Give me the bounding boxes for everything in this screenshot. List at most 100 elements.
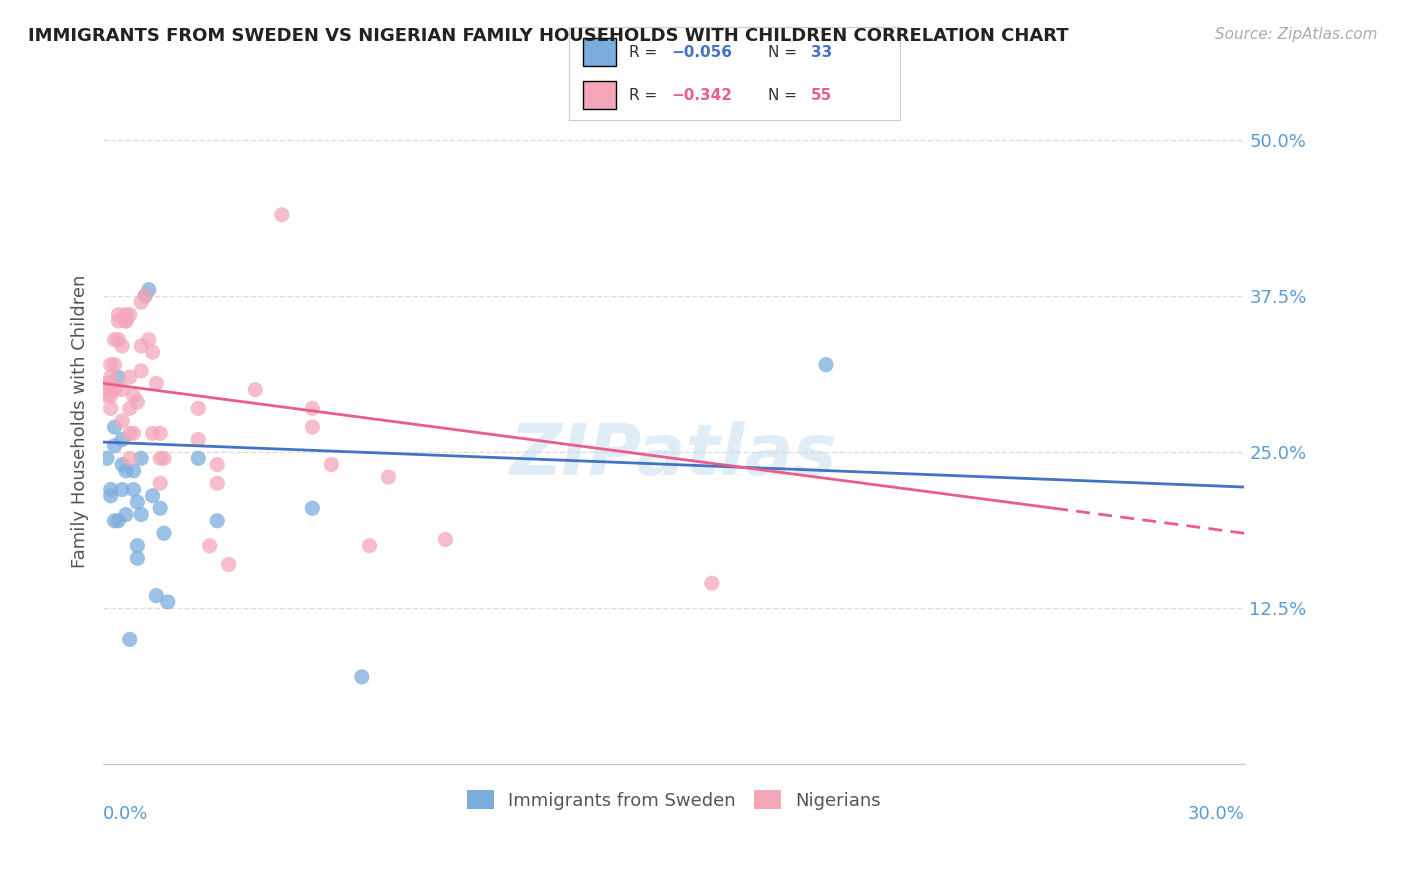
Point [142, 489, 165, 503]
Text: 0.0%: 0.0% [103, 805, 149, 823]
Point [218, 558, 240, 572]
Point [100, 389, 122, 403]
Text: 55: 55 [811, 87, 832, 103]
Point [111, 433, 134, 447]
Point [118, 451, 141, 466]
Point [127, 539, 149, 553]
Point [301, 501, 323, 516]
Point [100, 483, 122, 497]
Point [129, 451, 152, 466]
Point [129, 295, 152, 310]
FancyBboxPatch shape [582, 81, 616, 109]
Point [111, 383, 134, 397]
Point [129, 508, 152, 522]
Text: N =: N = [768, 87, 801, 103]
Point [100, 370, 122, 384]
Point [118, 401, 141, 416]
Point [111, 483, 134, 497]
Text: 33: 33 [811, 45, 832, 60]
Point [122, 464, 145, 478]
Point [187, 433, 209, 447]
Point [301, 401, 323, 416]
Point [100, 383, 122, 397]
Point [103, 439, 125, 453]
Point [149, 476, 172, 491]
Text: IMMIGRANTS FROM SWEDEN VS NIGERIAN FAMILY HOUSEHOLDS WITH CHILDREN CORRELATION C: IMMIGRANTS FROM SWEDEN VS NIGERIAN FAMIL… [28, 27, 1069, 45]
Point [107, 308, 129, 322]
Text: Source: ZipAtlas.com: Source: ZipAtlas.com [1215, 27, 1378, 42]
Point [115, 508, 138, 522]
Point [118, 308, 141, 322]
Point [321, 458, 343, 472]
Point [129, 339, 152, 353]
Point [153, 526, 176, 541]
Point [301, 420, 323, 434]
Point [700, 576, 723, 591]
Point [103, 514, 125, 528]
Point [103, 420, 125, 434]
Point [145, 376, 167, 391]
Point [129, 364, 152, 378]
Point [111, 414, 134, 428]
Point [96, 376, 118, 391]
Text: R =: R = [628, 87, 662, 103]
Point [96, 389, 118, 403]
Point [118, 426, 141, 441]
Point [111, 458, 134, 472]
Point [359, 539, 381, 553]
Point [142, 345, 165, 359]
Point [107, 314, 129, 328]
Point [377, 470, 399, 484]
Point [207, 514, 229, 528]
Point [138, 333, 160, 347]
Point [111, 339, 134, 353]
Point [118, 370, 141, 384]
Point [134, 289, 156, 303]
Point [107, 333, 129, 347]
Point [187, 401, 209, 416]
Point [153, 451, 176, 466]
FancyBboxPatch shape [582, 38, 616, 66]
Point [156, 595, 179, 609]
Point [149, 501, 172, 516]
Point [115, 314, 138, 328]
Point [115, 314, 138, 328]
Point [96, 451, 118, 466]
Point [122, 483, 145, 497]
Point [245, 383, 267, 397]
Point [127, 495, 149, 509]
Point [149, 426, 172, 441]
Point [142, 426, 165, 441]
Point [207, 458, 229, 472]
Point [814, 358, 837, 372]
Point [198, 539, 221, 553]
Point [145, 589, 167, 603]
Point [134, 289, 156, 303]
Point [100, 401, 122, 416]
Text: −0.056: −0.056 [672, 45, 733, 60]
Point [138, 283, 160, 297]
Point [100, 376, 122, 391]
Point [118, 632, 141, 647]
Point [122, 426, 145, 441]
Y-axis label: Family Households with Children: Family Households with Children [72, 274, 89, 567]
Point [103, 358, 125, 372]
Point [207, 476, 229, 491]
Point [434, 533, 457, 547]
Text: N =: N = [768, 45, 801, 60]
Point [187, 451, 209, 466]
Point [107, 370, 129, 384]
Point [103, 333, 125, 347]
Point [271, 208, 294, 222]
Point [103, 383, 125, 397]
Point [115, 464, 138, 478]
Point [350, 670, 373, 684]
Text: −0.342: −0.342 [672, 87, 733, 103]
Point [115, 308, 138, 322]
Point [100, 489, 122, 503]
Point [122, 389, 145, 403]
Text: ZIPatlas: ZIPatlas [510, 421, 838, 490]
Point [107, 514, 129, 528]
Legend: Immigrants from Sweden, Nigerians: Immigrants from Sweden, Nigerians [460, 783, 889, 817]
Text: 30.0%: 30.0% [1188, 805, 1244, 823]
